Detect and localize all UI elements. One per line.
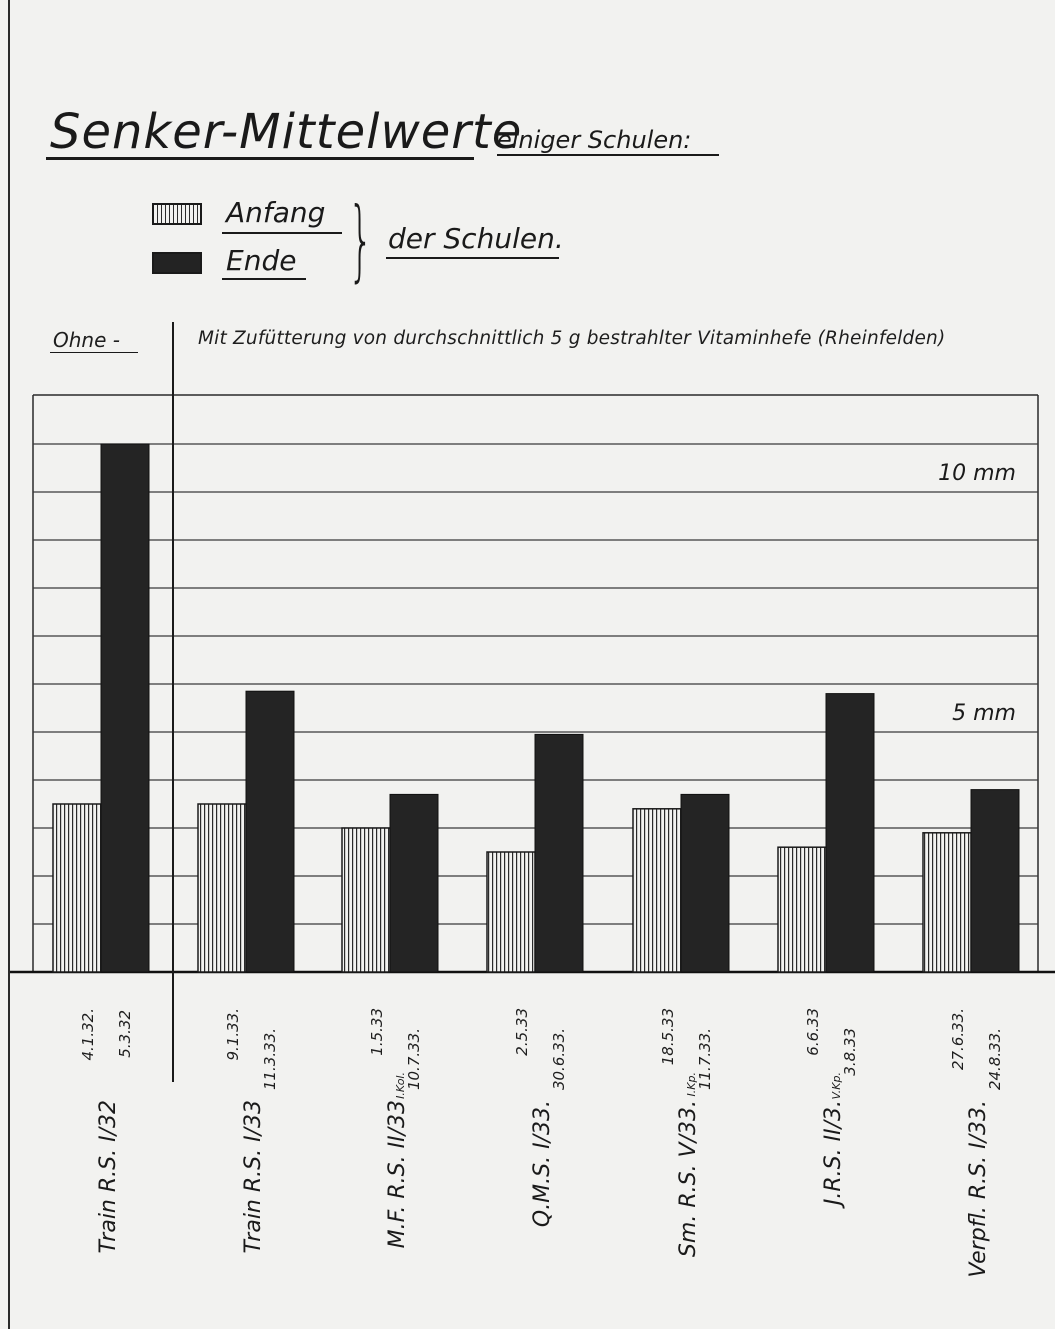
bar-anfang-7 [922, 832, 972, 973]
date-end-label: 5.3.32 [116, 1010, 134, 1058]
section-without-underline [50, 352, 138, 353]
date-start-label: 2.5.33 [513, 1008, 531, 1056]
legend-brace: } [348, 188, 374, 291]
unit-note-label: I.Kp. [685, 1072, 698, 1096]
category-label: Q.M.S. I/33. [530, 1100, 555, 1227]
chart-subtitle: einiger Schulen: [497, 126, 692, 154]
date-start-label: 1.5.33 [368, 1008, 386, 1056]
category-label: Train R.S. I/32 [96, 1100, 121, 1253]
date-start-label: 18.5.33 [659, 1008, 677, 1065]
bar-anfang-4 [486, 851, 536, 973]
date-start-label: 4.1.32. [79, 1008, 97, 1060]
bar-ende-6 [825, 693, 875, 973]
legend-underline-anfang [222, 232, 342, 234]
bar-ende-5 [680, 793, 730, 973]
bar-ende-2 [245, 690, 295, 973]
bar-anfang-2 [197, 803, 247, 973]
bar-anfang-5 [632, 808, 682, 973]
category-label: M.F. R.S. II/33 [385, 1100, 410, 1248]
date-start-label: 27.6.33. [949, 1008, 967, 1070]
category-label: J.R.S. II/3. [821, 1100, 846, 1209]
legend-group-underline [386, 257, 559, 259]
reference-labels: 10 mm 5 mm [938, 461, 1016, 726]
category-labels: 4.1.32. 5.3.32 Train R.S. I/32 9.1.33. 11.3.… [79, 1008, 1004, 1278]
date-end-label: 24.8.33. [986, 1028, 1004, 1090]
bar-ende-4 [534, 733, 584, 973]
bar-ende-7 [970, 789, 1020, 973]
title-underline [46, 157, 474, 160]
bar-anfang-6 [777, 846, 827, 973]
date-end-label: 3.8.33 [841, 1028, 859, 1076]
subtitle-underline [497, 154, 719, 156]
date-end-label: 11.3.33. [261, 1028, 279, 1090]
bars [52, 443, 1020, 973]
legend-underline-ende [222, 278, 306, 280]
legend-group-label: der Schulen. [388, 222, 564, 255]
category-label: Train R.S. I/33 [241, 1100, 266, 1253]
section-label-without: Ohne - [53, 328, 120, 352]
legend-label-anfang: Anfang [226, 196, 326, 229]
page-border [8, 0, 10, 1329]
bar-ende-3 [389, 793, 439, 973]
reference-label-5mm: 5 mm [952, 701, 1016, 726]
bar-ende-1 [100, 443, 150, 973]
legend-label-ende: Ende [226, 244, 297, 277]
section-label-with: Mit Zufütterung von durchschnittlich 5 g… [198, 328, 946, 349]
bar-anfang-3 [341, 827, 391, 973]
category-label: Sm. R.S. V/33. [676, 1100, 701, 1257]
date-start-label: 6.6.33 [804, 1008, 822, 1056]
legend-swatch-anfang [152, 203, 202, 225]
reference-label-10mm: 10 mm [938, 461, 1016, 486]
date-end-label: 30.6.33. [550, 1028, 568, 1090]
chart-title: Senker-Mittelwerte [50, 104, 523, 160]
category-label: Verpfl. R.S. I/33. [966, 1100, 991, 1278]
date-end-label: 11.7.33. [696, 1028, 714, 1090]
unit-note-label: V.Kp. [830, 1072, 843, 1099]
unit-note-label: I.Kol. [394, 1072, 407, 1099]
date-end-label: 10.7.33. [405, 1028, 423, 1090]
legend-swatch-ende [152, 252, 202, 274]
bar-anfang-1 [52, 803, 102, 973]
date-start-label: 9.1.33. [224, 1008, 242, 1060]
